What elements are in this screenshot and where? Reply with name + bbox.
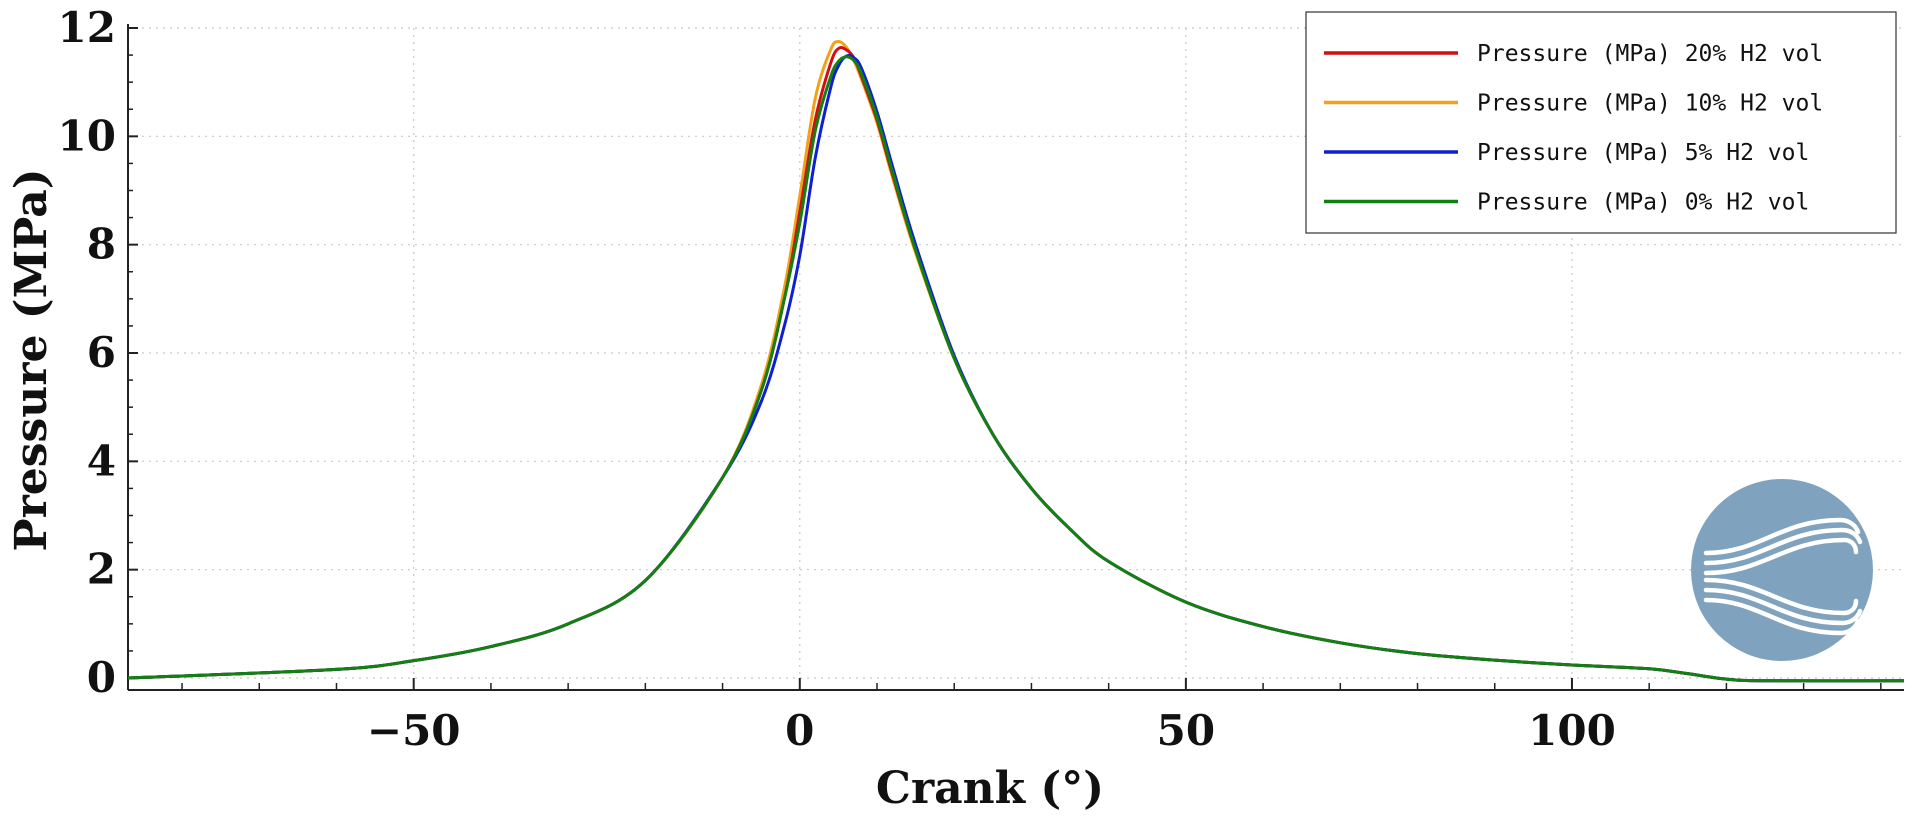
legend-label: Pressure (MPa) 5% H2 vol (1477, 140, 1809, 166)
legend-label: Pressure (MPa) 20% H2 vol (1477, 41, 1823, 67)
y-tick-label: 8 (87, 220, 116, 269)
axes: 0 2 4 6 8 10 12 −50 0 50 100 (58, 3, 1904, 755)
logo-strand (1703, 597, 1861, 636)
legend: Pressure (MPa) 20% H2 vol Pressure (MPa) … (1305, 11, 1897, 234)
y-axis-title: Pressure (MPa) (6, 168, 57, 551)
y-tick-label: 6 (87, 328, 116, 377)
y-tick-label: 10 (58, 111, 116, 160)
logo-strand (1703, 587, 1863, 626)
x-tick-label: 50 (1157, 706, 1215, 755)
plot-area (127, 40, 1905, 683)
x-axis-title: Crank (°) (876, 763, 1104, 814)
x-tick-label: 0 (785, 706, 814, 755)
legend-box (1305, 11, 1897, 234)
logo-strand (1703, 537, 1859, 576)
y-tick-label: 0 (87, 653, 116, 702)
y-tick-label: 2 (87, 545, 116, 594)
logo-strand (1703, 527, 1863, 566)
y-tick-label: 12 (58, 3, 116, 52)
logo-strand (1703, 577, 1859, 616)
x-tick-label: 100 (1528, 706, 1616, 755)
logo-circle (1691, 479, 1873, 661)
legend-label: Pressure (MPa) 10% H2 vol (1477, 91, 1823, 117)
grid (128, 27, 1904, 679)
series-line-3 (127, 55, 1905, 683)
flow-channel-logo (1691, 479, 1873, 661)
logo-strand (1703, 517, 1861, 556)
y-tick-label: 4 (87, 436, 116, 485)
legend-label: Pressure (MPa) 0% H2 vol (1477, 190, 1809, 216)
x-tick-label: −50 (367, 706, 461, 755)
